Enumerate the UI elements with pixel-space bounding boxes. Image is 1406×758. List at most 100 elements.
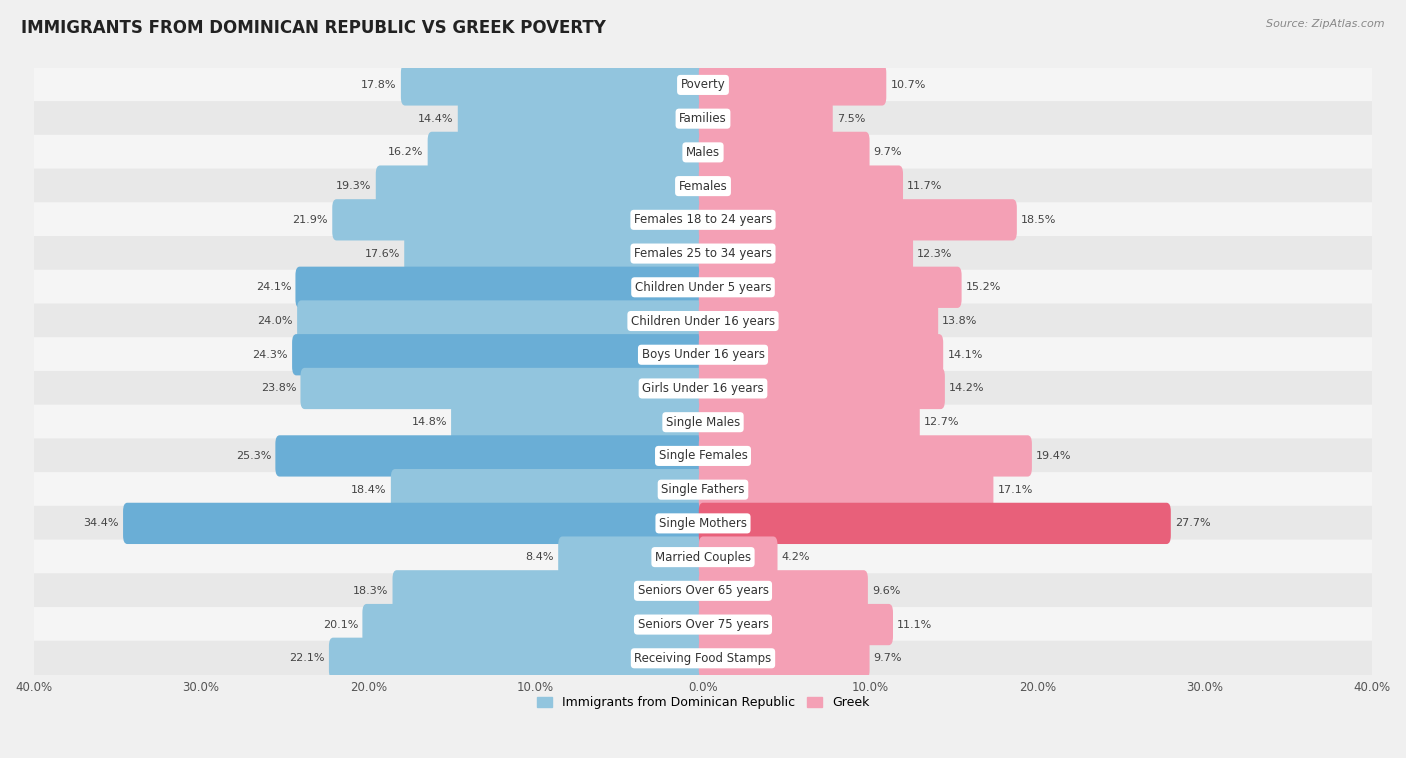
Text: 22.1%: 22.1% (290, 653, 325, 663)
Text: 13.8%: 13.8% (942, 316, 977, 326)
FancyBboxPatch shape (329, 637, 707, 679)
FancyBboxPatch shape (699, 199, 1017, 240)
FancyBboxPatch shape (699, 637, 869, 679)
FancyBboxPatch shape (699, 64, 886, 105)
Text: 14.4%: 14.4% (418, 114, 454, 124)
Text: 11.7%: 11.7% (907, 181, 942, 191)
FancyBboxPatch shape (699, 537, 778, 578)
Text: 17.1%: 17.1% (997, 484, 1033, 495)
Text: 16.2%: 16.2% (388, 147, 423, 158)
FancyBboxPatch shape (34, 67, 1372, 102)
FancyBboxPatch shape (699, 368, 945, 409)
FancyBboxPatch shape (699, 300, 938, 342)
FancyBboxPatch shape (295, 267, 707, 308)
FancyBboxPatch shape (34, 303, 1372, 339)
Legend: Immigrants from Dominican Republic, Greek: Immigrants from Dominican Republic, Gree… (531, 691, 875, 715)
FancyBboxPatch shape (34, 337, 1372, 372)
FancyBboxPatch shape (34, 472, 1372, 507)
FancyBboxPatch shape (401, 64, 707, 105)
FancyBboxPatch shape (699, 98, 832, 139)
FancyBboxPatch shape (363, 604, 707, 645)
Text: Receiving Food Stamps: Receiving Food Stamps (634, 652, 772, 665)
FancyBboxPatch shape (34, 438, 1372, 474)
Text: 4.2%: 4.2% (782, 552, 810, 562)
FancyBboxPatch shape (34, 202, 1372, 237)
Text: Females 18 to 24 years: Females 18 to 24 years (634, 213, 772, 227)
Text: 25.3%: 25.3% (236, 451, 271, 461)
Text: Children Under 5 years: Children Under 5 years (634, 280, 772, 294)
Text: 9.7%: 9.7% (873, 147, 903, 158)
Text: 19.3%: 19.3% (336, 181, 371, 191)
FancyBboxPatch shape (34, 270, 1372, 305)
FancyBboxPatch shape (34, 405, 1372, 440)
FancyBboxPatch shape (34, 168, 1372, 204)
FancyBboxPatch shape (276, 435, 707, 477)
Text: 20.1%: 20.1% (323, 619, 359, 630)
Text: 14.2%: 14.2% (949, 384, 984, 393)
FancyBboxPatch shape (34, 540, 1372, 575)
FancyBboxPatch shape (34, 371, 1372, 406)
Text: Families: Families (679, 112, 727, 125)
FancyBboxPatch shape (332, 199, 707, 240)
FancyBboxPatch shape (391, 469, 707, 510)
Text: 15.2%: 15.2% (966, 282, 1001, 293)
Text: 17.8%: 17.8% (361, 80, 396, 90)
FancyBboxPatch shape (699, 165, 903, 207)
Text: 21.9%: 21.9% (292, 215, 328, 225)
FancyBboxPatch shape (458, 98, 707, 139)
FancyBboxPatch shape (124, 503, 707, 544)
FancyBboxPatch shape (34, 101, 1372, 136)
FancyBboxPatch shape (699, 402, 920, 443)
Text: 7.5%: 7.5% (837, 114, 865, 124)
FancyBboxPatch shape (34, 573, 1372, 609)
Text: 19.4%: 19.4% (1036, 451, 1071, 461)
FancyBboxPatch shape (297, 300, 707, 342)
Text: 14.1%: 14.1% (948, 349, 983, 360)
Text: Males: Males (686, 146, 720, 159)
Text: Girls Under 16 years: Girls Under 16 years (643, 382, 763, 395)
FancyBboxPatch shape (34, 135, 1372, 170)
Text: 18.3%: 18.3% (353, 586, 388, 596)
Text: Single Mothers: Single Mothers (659, 517, 747, 530)
Text: 24.0%: 24.0% (257, 316, 292, 326)
FancyBboxPatch shape (34, 236, 1372, 271)
Text: 9.7%: 9.7% (873, 653, 903, 663)
Text: 14.8%: 14.8% (412, 417, 447, 428)
FancyBboxPatch shape (34, 506, 1372, 541)
Text: 10.7%: 10.7% (890, 80, 925, 90)
FancyBboxPatch shape (34, 641, 1372, 676)
Text: 34.4%: 34.4% (83, 518, 120, 528)
Text: 18.5%: 18.5% (1021, 215, 1056, 225)
FancyBboxPatch shape (405, 233, 707, 274)
FancyBboxPatch shape (699, 469, 994, 510)
FancyBboxPatch shape (699, 604, 893, 645)
Text: 23.8%: 23.8% (262, 384, 297, 393)
Text: 12.3%: 12.3% (917, 249, 953, 258)
FancyBboxPatch shape (699, 503, 1171, 544)
Text: IMMIGRANTS FROM DOMINICAN REPUBLIC VS GREEK POVERTY: IMMIGRANTS FROM DOMINICAN REPUBLIC VS GR… (21, 19, 606, 37)
FancyBboxPatch shape (292, 334, 707, 375)
Text: 24.1%: 24.1% (256, 282, 291, 293)
Text: Seniors Over 75 years: Seniors Over 75 years (637, 618, 769, 631)
FancyBboxPatch shape (699, 570, 868, 612)
FancyBboxPatch shape (375, 165, 707, 207)
Text: 9.6%: 9.6% (872, 586, 900, 596)
Text: Children Under 16 years: Children Under 16 years (631, 315, 775, 327)
Text: 18.4%: 18.4% (352, 484, 387, 495)
FancyBboxPatch shape (699, 267, 962, 308)
Text: Source: ZipAtlas.com: Source: ZipAtlas.com (1267, 19, 1385, 29)
Text: 11.1%: 11.1% (897, 619, 932, 630)
Text: 17.6%: 17.6% (364, 249, 401, 258)
Text: Poverty: Poverty (681, 78, 725, 92)
Text: Single Males: Single Males (666, 415, 740, 429)
FancyBboxPatch shape (427, 132, 707, 173)
FancyBboxPatch shape (301, 368, 707, 409)
FancyBboxPatch shape (699, 334, 943, 375)
Text: Single Females: Single Females (658, 449, 748, 462)
FancyBboxPatch shape (699, 132, 869, 173)
FancyBboxPatch shape (699, 435, 1032, 477)
Text: Seniors Over 65 years: Seniors Over 65 years (637, 584, 769, 597)
Text: 8.4%: 8.4% (526, 552, 554, 562)
Text: Married Couples: Married Couples (655, 550, 751, 564)
FancyBboxPatch shape (451, 402, 707, 443)
